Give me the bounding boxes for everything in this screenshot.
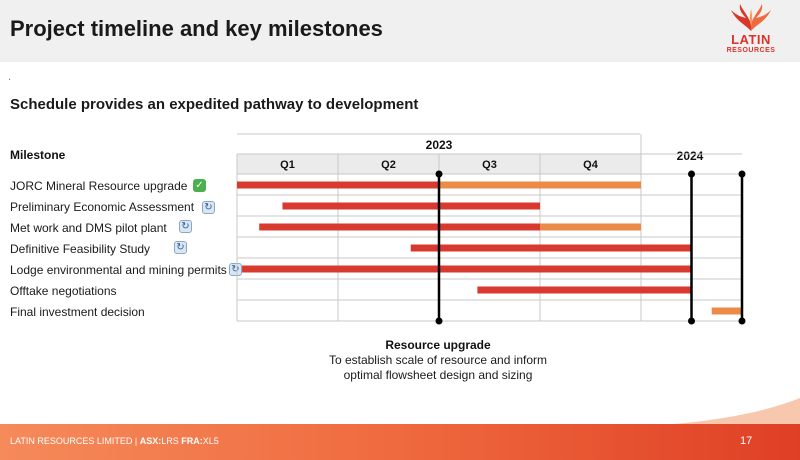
milestone-marker-dot: [738, 317, 746, 325]
footer-fra-code: XL5: [202, 436, 219, 446]
check-icon: ✓: [193, 179, 206, 192]
gantt-bar: [242, 265, 692, 273]
milestone-marker-dot: [435, 170, 443, 178]
footer-asx-label: ASX:: [139, 436, 162, 446]
gantt-chart: 2023 2024 Q1 Q2 Q3 Q4: [236, 133, 746, 325]
milestone-marker-dot: [738, 170, 746, 178]
gantt-bar: [410, 244, 692, 252]
refresh-icon: ↻: [202, 201, 215, 214]
logo-text-latin: LATIN: [731, 32, 771, 47]
caption-line-2: optimal flowsheet design and sizing: [343, 368, 533, 382]
quarter-label: Q1: [280, 159, 295, 171]
gantt-bar: [439, 181, 641, 189]
quarter-label: Q3: [482, 159, 497, 171]
company-logo: LATIN RESOURCES: [716, 4, 786, 58]
milestone-column-header: Milestone: [10, 148, 66, 162]
milestone-row-label: Preliminary Economic Assessment: [10, 200, 195, 214]
refresh-icon: ↻: [229, 263, 242, 276]
year-label-2023: 2023: [426, 138, 453, 152]
milestone-marker-dot: [435, 317, 443, 325]
caption-title: Resource upgrade: [385, 338, 491, 352]
milestone-marker-dot: [688, 317, 695, 325]
footer-asx-code: LRS: [161, 436, 179, 446]
quarter-label: Q4: [583, 159, 599, 171]
page-number: 17: [740, 435, 753, 447]
gantt-bar: [237, 181, 439, 189]
year-label-2024: 2024: [677, 149, 704, 163]
page-title: Project timeline and key milestones: [10, 16, 383, 41]
logo-text-resources: RESOURCES: [726, 47, 776, 54]
footer-separator: |: [134, 436, 138, 446]
quarter-label: Q2: [381, 159, 396, 171]
gantt-bar: [259, 223, 540, 231]
footer-fra-label: FRA:: [181, 436, 203, 446]
refresh-icon: ↻: [174, 241, 187, 254]
milestone-row-label: Final investment decision: [10, 305, 145, 319]
gantt-bar: [540, 223, 641, 231]
footer-bar: LATIN RESOURCES LIMITED | ASX:LRS FRA:XL…: [0, 424, 800, 460]
milestone-row-label: Lodge environmental and mining permits: [10, 263, 227, 277]
header-band: [0, 0, 800, 62]
milestone-row-label: JORC Mineral Resource upgrade: [10, 179, 188, 193]
milestone-row-label: Met work and DMS pilot plant: [10, 221, 167, 235]
gantt-bar: [477, 286, 692, 294]
footer-company: LATIN RESOURCES LIMITED: [10, 436, 133, 446]
slide-subtitle: Schedule provides an expedited pathway t…: [10, 96, 419, 113]
caption-line-1: To establish scale of resource and infor…: [328, 353, 548, 367]
gantt-bar: [282, 202, 540, 210]
footer-decoration: [600, 398, 800, 428]
flame-wings-icon: [731, 4, 771, 31]
milestone-row-label: Definitive Feasibility Study: [10, 242, 151, 256]
footer-company-info: LATIN RESOURCES LIMITED | ASX:LRS FRA:XL…: [10, 436, 219, 446]
milestone-row-label: Offtake negotiations: [10, 284, 117, 298]
milestone-marker-dot: [688, 170, 695, 178]
gantt-bar: [711, 307, 742, 315]
refresh-icon: ↻: [179, 220, 192, 233]
